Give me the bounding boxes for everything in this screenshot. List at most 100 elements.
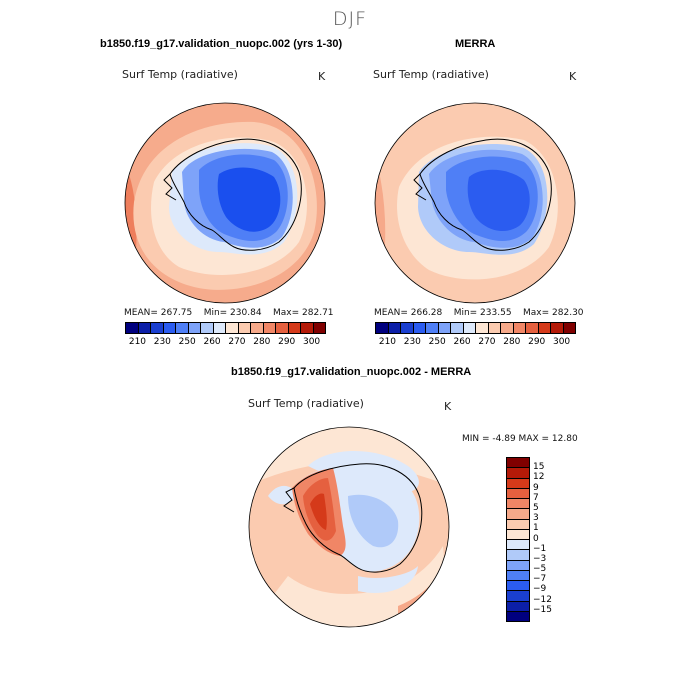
colorbar-swatch — [507, 601, 529, 612]
season-title: DJF — [332, 8, 368, 30]
colorbar-swatch — [507, 478, 529, 489]
obs-panel-title: MERRA — [455, 38, 496, 50]
colorbar-swatch — [201, 323, 214, 333]
colorbar-swatch — [507, 581, 529, 592]
colorbar-swatch — [176, 323, 189, 333]
colorbar-swatch — [507, 499, 529, 510]
obs-units-label: K — [569, 70, 577, 83]
colorbar-swatch — [138, 323, 151, 333]
colorbar-swatch — [507, 488, 529, 499]
colorbar-swatch — [513, 323, 526, 333]
colorbar-swatch — [301, 323, 314, 333]
diff-colorbar — [506, 457, 530, 622]
colorbar-swatch — [251, 323, 264, 333]
colorbar-swatch — [376, 323, 389, 333]
colorbar-swatch — [276, 323, 289, 333]
colorbar-swatch — [507, 550, 529, 561]
colorbar-swatch — [507, 509, 529, 520]
colorbar-swatch — [226, 323, 239, 333]
colorbar-swatch — [163, 323, 176, 333]
colorbar-swatch — [526, 323, 539, 333]
diff-map — [248, 426, 450, 628]
colorbar-swatch — [451, 323, 464, 333]
colorbar-tick-label: 300 — [552, 337, 571, 347]
model-panel-title: b1850.f19_g17.validation_nuopc.002 (yrs … — [100, 38, 343, 50]
colorbar-swatch — [388, 323, 401, 333]
colorbar-swatch — [213, 323, 226, 333]
obs-max: Max= 282.30 — [523, 308, 584, 318]
colorbar-swatch — [151, 323, 164, 333]
colorbar-tick-label: 280 — [503, 337, 521, 347]
obs-map — [374, 102, 576, 304]
colorbar-swatch — [238, 323, 251, 333]
colorbar-swatch — [507, 540, 529, 551]
diff-panel-title: b1850.f19_g17.validation_nuopc.002 - MER… — [231, 366, 472, 378]
colorbar-tick-label: −15 — [533, 604, 552, 615]
colorbar-tick-label: 210 — [378, 337, 397, 347]
obs-colorbar-ticks: 210 230 250 260 270 280 290 300 — [375, 337, 574, 349]
colorbar-swatch — [507, 529, 529, 540]
colorbar-swatch — [126, 323, 139, 333]
colorbar-swatch — [507, 570, 529, 581]
colorbar-swatch — [401, 323, 414, 333]
colorbar-swatch — [188, 323, 201, 333]
colorbar-tick-label: −9 — [533, 584, 547, 595]
colorbar-tick-label: 270 — [478, 337, 496, 347]
obs-mean: MEAN= 266.28 — [374, 308, 443, 318]
colorbar-tick-label: 270 — [228, 337, 246, 347]
diff-variable-label: Surf Temp (radiative) — [248, 397, 364, 410]
colorbar-swatch — [507, 519, 529, 530]
colorbar-swatch — [501, 323, 514, 333]
colorbar-swatch — [438, 323, 451, 333]
colorbar-tick-label: 290 — [278, 337, 296, 347]
colorbar-swatch — [413, 323, 426, 333]
colorbar-tick-label: 1 — [533, 523, 539, 534]
colorbar-tick-label: 0 — [533, 533, 539, 544]
colorbar-tick-label: −12 — [533, 594, 552, 605]
colorbar-tick-label: 210 — [128, 337, 147, 347]
colorbar-swatch — [507, 458, 529, 469]
colorbar-swatch — [507, 560, 529, 571]
obs-colorbar — [375, 322, 576, 334]
model-colorbar — [125, 322, 326, 334]
colorbar-swatch — [313, 323, 325, 333]
colorbar-tick-label: 230 — [403, 337, 421, 347]
model-colorbar-ticks: 210 230 250 260 270 280 290 300 — [125, 337, 324, 349]
colorbar-tick-label: 9 — [533, 482, 539, 493]
colorbar-tick-label: −1 — [533, 543, 547, 554]
colorbar-swatch — [488, 323, 501, 333]
colorbar-swatch — [476, 323, 489, 333]
model-min: Min= 230.84 — [203, 308, 262, 318]
colorbar-tick-label: 280 — [253, 337, 271, 347]
colorbar-tick-label: 12 — [533, 472, 545, 483]
colorbar-tick-label: 260 — [453, 337, 471, 347]
model-max: Max= 282.71 — [273, 308, 334, 318]
diff-units-label: K — [444, 400, 452, 413]
model-units-label: K — [318, 70, 326, 83]
colorbar-swatch — [507, 611, 529, 621]
colorbar-tick-label: 7 — [533, 492, 539, 503]
obs-min: Min= 233.55 — [453, 308, 512, 318]
colorbar-swatch — [288, 323, 301, 333]
colorbar-tick-label: 15 — [533, 462, 545, 473]
colorbar-tick-label: −3 — [533, 553, 547, 564]
model-variable-label: Surf Temp (radiative) — [122, 68, 238, 81]
obs-variable-label: Surf Temp (radiative) — [373, 68, 489, 81]
colorbar-swatch — [563, 323, 575, 333]
colorbar-swatch — [551, 323, 564, 333]
colorbar-tick-label: −7 — [533, 574, 547, 585]
model-mean: MEAN= 267.75 — [124, 308, 193, 318]
colorbar-tick-label: 250 — [178, 337, 196, 347]
colorbar-tick-label: 300 — [302, 337, 321, 347]
colorbar-tick-label: −5 — [533, 564, 547, 575]
diff-colorbar-ticks: 15 12 9 7 5 3 1 0 −1 −3 −5 −7 −9 −12 −15 — [533, 457, 563, 620]
colorbar-tick-label: 260 — [203, 337, 221, 347]
model-map — [124, 102, 326, 304]
colorbar-swatch — [538, 323, 551, 333]
colorbar-tick-label: 250 — [428, 337, 446, 347]
colorbar-tick-label: 5 — [533, 502, 539, 513]
colorbar-swatch — [263, 323, 276, 333]
colorbar-tick-label: 3 — [533, 513, 539, 524]
colorbar-swatch — [507, 591, 529, 602]
colorbar-tick-label: 290 — [528, 337, 546, 347]
